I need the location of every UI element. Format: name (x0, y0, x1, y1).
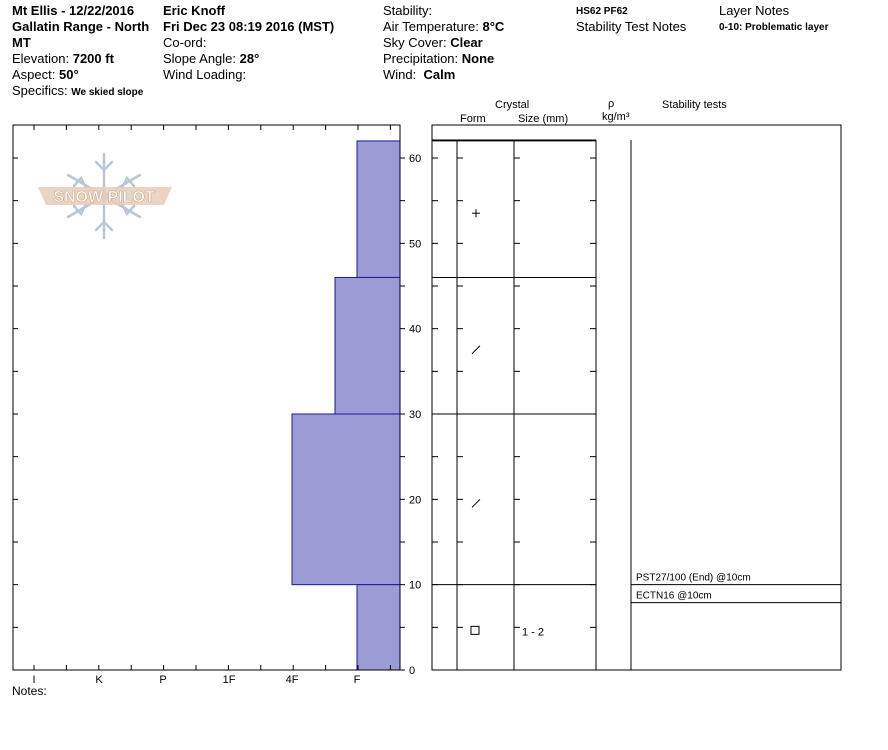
logo-text: SNOW PILOT (53, 189, 155, 206)
specifics-row: Specifics: We skied slope (12, 83, 143, 101)
slash-icon (471, 498, 481, 508)
elevation-label: Elevation: (12, 51, 70, 66)
chart-frames (12, 124, 842, 671)
location-range: Gallatin Range - North (12, 19, 150, 34)
aspect-row: Aspect: 50° (12, 67, 79, 83)
hardness-plot-frame (12, 124, 401, 671)
rho-header: ρ (608, 98, 615, 110)
y-tick-label: 30 (409, 409, 421, 421)
slope-row: Slope Angle: 28° (163, 51, 259, 67)
elevation-row: Elevation: 7200 ft (12, 51, 114, 67)
aspect-value: 50° (58, 67, 79, 82)
hardness-layer-bar (356, 140, 401, 278)
crystal-size: 1 - 2 (522, 626, 544, 638)
hs-pf-values: HS62 PF62 (576, 6, 628, 17)
table-frame (431, 124, 842, 671)
crystal-header: Crystal (495, 99, 530, 111)
coord-label: Co-ord: (163, 35, 207, 50)
notes-label: Notes: (12, 684, 47, 698)
y-tick-label: 20 (409, 494, 421, 506)
wind-label: Wind: (383, 67, 417, 82)
y-tick-label: 50 (409, 238, 421, 250)
square-icon (470, 625, 480, 635)
sky-row: Sky Cover: Clear (383, 35, 483, 51)
precip-label: Precipitation: (383, 51, 459, 66)
hardness-profile (291, 140, 401, 671)
wind-loading-label: Wind Loading: (163, 67, 247, 82)
hardness-layer-bar (291, 413, 401, 586)
snowpilot-logo: SNOW PILOT (38, 152, 172, 240)
stability-label: Stability: (383, 3, 433, 18)
stability-test-label: ECTN16 @10cm (636, 591, 712, 602)
y-tick-label: 60 (409, 153, 421, 165)
x-tick-label: 1F (223, 674, 236, 686)
y-tick-label: 10 (409, 580, 421, 592)
layer-table: 1 - 2 PST27/100 (End) @10cm ECTN16 @10cm (432, 139, 841, 671)
size-header: Size (mm) (518, 113, 569, 125)
observer-name: Eric Knoff (163, 3, 226, 18)
specifics-label: Specifics: (12, 83, 68, 98)
air-temp-value: 8°C (482, 19, 505, 34)
y-tick-label: 40 (409, 324, 421, 336)
precip-value: None (461, 51, 495, 66)
x-tick-label: F (354, 674, 361, 686)
hardness-layer-bar (356, 584, 401, 671)
layer-notes-value: 0-10: Problematic layer (719, 22, 829, 33)
wind-row: Wind: Calm (383, 67, 455, 83)
x-tick-label: I (32, 674, 35, 686)
location-state: MT (12, 35, 31, 50)
specifics-value: We skied slope (71, 87, 144, 98)
stability-test-label: PST27/100 (End) @10cm (636, 573, 751, 584)
elevation-value: 7200 ft (72, 51, 114, 66)
chart-axes: 0 10 20 30 40 50 60 I K P 1F 4F F (13, 125, 421, 686)
slash-icon (471, 345, 481, 355)
x-tick-label: P (159, 674, 166, 686)
precip-row: Precipitation: None (383, 51, 494, 67)
stability-test-notes-label: Stability Test Notes (576, 19, 687, 34)
location-title: Mt Ellis - 12/22/2016 (12, 3, 135, 18)
slope-label: Slope Angle: (163, 51, 237, 66)
layer-notes-label: Layer Notes (719, 3, 790, 18)
observation-datetime: Fri Dec 23 08:19 2016 (MST) (163, 19, 335, 34)
sky-label: Sky Cover: (383, 35, 447, 50)
form-header: Form (460, 113, 486, 125)
x-tick-label: K (95, 674, 103, 686)
wind-value: Calm (423, 67, 456, 82)
hardness-layer-bar (334, 276, 401, 415)
air-temp-row: Air Temperature: 8°C (383, 19, 504, 35)
stability-tests-header: Stability tests (662, 99, 727, 111)
density-unit-header: kg/m³ (602, 111, 630, 123)
y-tick-label: 0 (409, 665, 415, 677)
slope-value: 28° (239, 51, 260, 66)
air-temp-label: Air Temperature: (383, 19, 479, 34)
aspect-label: Aspect: (12, 67, 56, 82)
sky-value: Clear (450, 35, 483, 50)
x-tick-label: 4F (286, 674, 299, 686)
